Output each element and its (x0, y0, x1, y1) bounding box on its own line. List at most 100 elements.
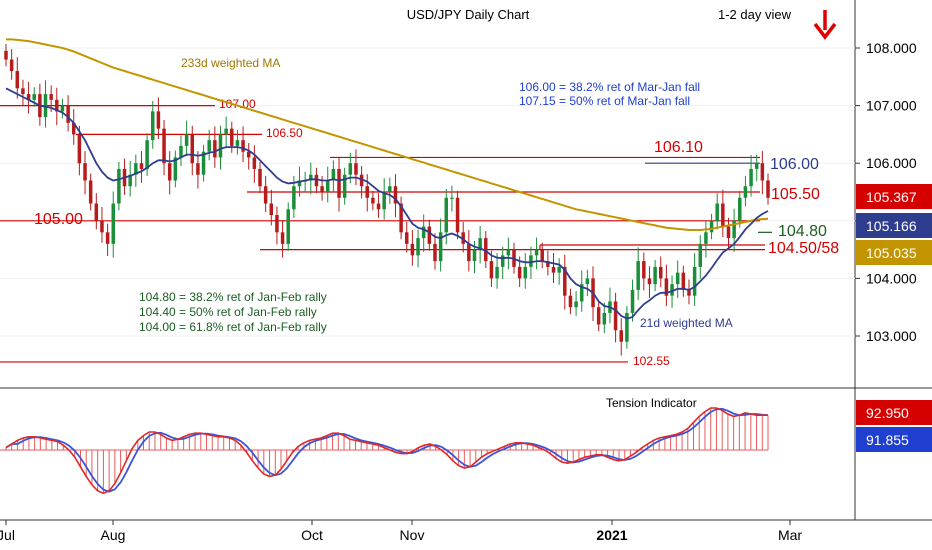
candle-body (246, 151, 251, 158)
candle-body (574, 301, 578, 308)
candle-body (26, 94, 31, 100)
level-label: 106.50 (266, 126, 303, 140)
candle-body (207, 140, 211, 152)
level-label: 105.00 (34, 211, 83, 228)
candle-body (472, 249, 477, 262)
chart-subtitle: 1-2 day view (718, 7, 792, 22)
y-tick-label: 108.000 (866, 40, 917, 56)
candle-body (732, 220, 736, 239)
level-label: 104.50/58 (768, 240, 839, 257)
candle-body (698, 243, 703, 267)
candle-body (71, 122, 76, 135)
candle-body (681, 272, 686, 290)
chart-title: USD/JPY Daily Chart (407, 7, 530, 22)
candle-body (523, 266, 528, 279)
candle-body (331, 168, 336, 181)
candle-body (365, 186, 369, 198)
indicator-tag-label: 91.855 (866, 432, 909, 448)
fib-top-line-1: 106.00 = 38.2% ret of Mar-Jan fall (519, 80, 700, 94)
candle-body (399, 203, 403, 233)
candle-body (184, 134, 189, 146)
price-tag-label: 105.035 (866, 245, 917, 261)
candle-body (664, 278, 669, 296)
candle-body (500, 255, 505, 267)
candle-body (625, 312, 629, 342)
candle-body (49, 94, 53, 100)
candle-body (393, 186, 398, 204)
candle-body (489, 261, 494, 279)
candle-body (77, 134, 82, 164)
candle-body (105, 232, 110, 244)
candle-body (309, 174, 313, 181)
candle-body (715, 203, 719, 221)
candle-body (258, 168, 262, 187)
candle-body (139, 163, 144, 169)
x-tick-label: Jul (0, 527, 15, 543)
candle-body (4, 50, 8, 60)
price-tag (856, 184, 932, 209)
candle-body (179, 145, 183, 158)
candle-body (613, 301, 618, 331)
x-tick-label: Nov (400, 527, 425, 543)
candle-body (692, 266, 697, 296)
candle-body (43, 94, 48, 118)
candle-body (534, 249, 539, 256)
candle-body (659, 266, 663, 279)
candle-body (145, 140, 149, 169)
candle-body (529, 255, 533, 267)
candle-body (325, 180, 330, 192)
candle-body (630, 289, 635, 313)
candle-body (111, 203, 115, 244)
x-tick-label: 2021 (596, 527, 627, 543)
candle-body (416, 238, 420, 256)
candle-body (467, 243, 471, 262)
candle-body (495, 266, 499, 279)
candle-body (201, 151, 206, 175)
candle-body (738, 197, 742, 221)
candle-body (66, 105, 70, 123)
candle-body (21, 88, 25, 95)
indicator-main-line (5, 407, 768, 495)
indicator-title: Tension Indicator (606, 396, 697, 410)
candle-body (167, 163, 172, 181)
candle-body (60, 105, 65, 112)
x-tick-label: Oct (301, 527, 323, 543)
y-tick-label: 106.000 (866, 155, 917, 171)
candle-body (517, 266, 522, 279)
candle-body (354, 163, 358, 175)
indicator-tag-label: 92.950 (866, 405, 909, 421)
y-tick-label: 107.000 (866, 98, 917, 114)
candle-body (269, 203, 274, 216)
candle-body (88, 180, 93, 204)
candle-body (726, 226, 731, 239)
candle-body (450, 197, 454, 199)
candle-body (376, 203, 381, 210)
indicator-tag (856, 427, 932, 452)
candle-body (653, 266, 657, 285)
candle-body (359, 174, 364, 187)
candle-body (314, 174, 319, 187)
candle-body (241, 140, 245, 152)
price-tag (856, 240, 932, 265)
candle-body (32, 94, 36, 100)
candle-body (224, 128, 228, 135)
fib-bottom-line-1: 104.80 = 38.2% ret of Jan-Feb rally (139, 290, 327, 304)
candle-body (455, 197, 460, 233)
candle-body (117, 168, 121, 204)
candle-body (235, 140, 240, 146)
candle-body (540, 249, 544, 262)
candle-body (342, 174, 347, 198)
candle-body (410, 243, 415, 256)
fast-ma-line (5, 87, 769, 320)
candle-body (636, 261, 640, 290)
candle-body (568, 295, 573, 308)
indicator-tag (856, 400, 932, 425)
candle-body (551, 266, 556, 273)
candle-body (546, 261, 550, 267)
candle-body (348, 163, 353, 175)
indicator-signal-line (5, 407, 769, 493)
slow-ma-label: 233d weighted MA (181, 56, 280, 70)
candle-body (670, 284, 674, 296)
fib-top-line-2: 107.15 = 50% ret of Mar-Jan fall (519, 94, 690, 108)
candle-body (94, 203, 99, 221)
